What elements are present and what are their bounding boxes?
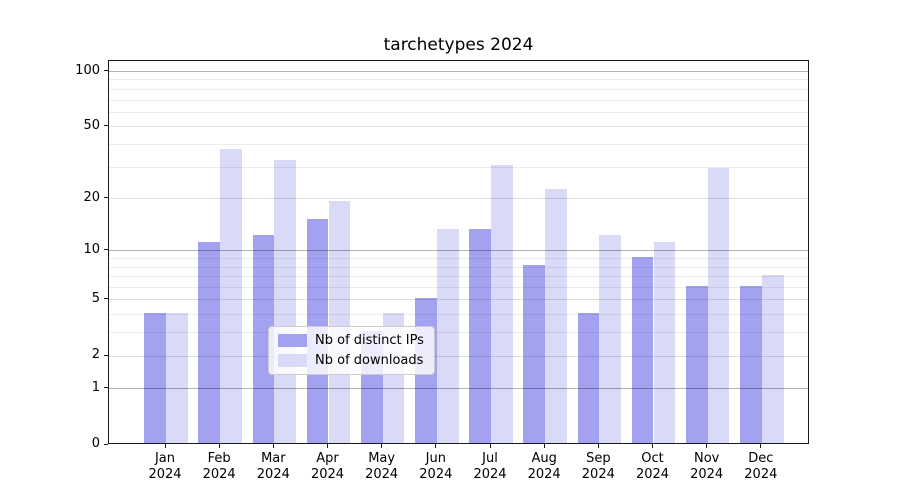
bar-downloads-jun [436,229,459,443]
x-tick-mark-dec [760,444,762,448]
x-tick-label-dec: Dec 2024 [744,451,778,482]
bar-downloads-aug [545,189,567,443]
bar-distinct-ips-nov [685,285,708,443]
gridline-y-70 [109,99,808,101]
x-tick-mark-mar [272,444,274,448]
gridline-y-80 [109,88,808,90]
bar-distinct-ips-feb [198,241,221,443]
gridline-y-40 [109,143,808,145]
x-tick-mark-jul [489,444,491,448]
y-tick-mark-20 [104,197,108,199]
x-tick-mark-oct [652,444,653,448]
bar-distinct-ips-aug [523,265,546,443]
chart-title: tarchetypes 2024 [383,35,534,55]
bar-distinct-ips-oct [631,256,654,443]
bar-downloads-jan [166,312,188,443]
y-tick-label-0: 0 [91,436,100,451]
y-tick-mark-100 [104,70,108,71]
y-tick-mark-50 [104,125,108,127]
x-tick-label-oct: Oct 2024 [635,451,670,482]
x-tick-label-may: May 2024 [365,451,399,482]
y-tick-label-5: 5 [91,290,100,306]
legend: Nb of distinct IPs Nb of downloads [268,326,435,375]
bar-distinct-ips-mar [252,235,275,443]
legend-item-0: Nb of distinct IPs [278,333,424,348]
x-tick-label-nov: Nov 2024 [690,451,724,482]
x-tick-mark-may [381,444,383,448]
bar-downloads-nov [707,167,730,443]
legend-label: Nb of distinct IPs [315,333,424,348]
gridline-y-30 [109,166,808,168]
y-tick-mark-2 [104,354,108,356]
y-tick-label-10: 10 [83,241,100,257]
y-tick-mark-5 [104,298,108,300]
x-tick-label-jul: Jul 2024 [473,451,507,482]
x-tick-mark-jan [164,444,166,448]
bar-downloads-oct [653,241,676,443]
x-tick-mark-nov [706,444,708,448]
bar-distinct-ips-jul [469,229,491,443]
y-tick-mark-0 [104,443,108,445]
gridline-y-20 [109,198,808,200]
bar-downloads-mar [274,160,297,443]
x-tick-mark-aug [543,444,545,448]
x-tick-label-apr: Apr 2024 [310,451,345,482]
bar-downloads-feb [220,148,242,443]
gridline-y-60 [109,111,808,113]
x-tick-mark-feb [218,444,220,448]
x-tick-mark-sep [597,444,599,448]
legend-swatch-icon [278,354,307,367]
y-tick-label-20: 20 [83,189,100,205]
y-tick-mark-10 [104,249,108,251]
y-tick-label-50: 50 [83,117,100,133]
legend-item-1: Nb of downloads [278,353,424,368]
bar-distinct-ips-sep [577,312,600,443]
y-tick-label-2: 2 [91,347,100,363]
gridline-y-50 [109,126,808,128]
y-tick-label-100: 100 [75,62,100,78]
legend-label: Nb of downloads [315,353,424,368]
bar-distinct-ips-dec [740,285,762,443]
bar-downloads-jul [491,165,513,443]
x-tick-mark-jun [435,444,437,448]
legend-swatch-icon [278,334,307,347]
gridline-y-100 [109,71,808,72]
plot-area [108,60,809,444]
x-tick-label-jun: Jun 2024 [419,451,453,482]
x-tick-label-mar: Mar 2024 [256,451,290,482]
x-tick-mark-apr [327,444,328,448]
x-tick-label-aug: Aug 2024 [527,451,561,482]
gridline-y-90 [109,79,808,81]
bar-downloads-apr [328,200,351,443]
y-tick-mark-1 [104,387,108,389]
bar-distinct-ips-jan [144,312,166,443]
bar-downloads-dec [761,274,784,443]
x-tick-label-jan: Jan 2024 [148,451,182,482]
x-tick-label-feb: Feb 2024 [202,451,236,482]
x-tick-label-sep: Sep 2024 [581,451,615,482]
y-tick-label-1: 1 [91,379,100,395]
bar-downloads-sep [599,235,622,443]
